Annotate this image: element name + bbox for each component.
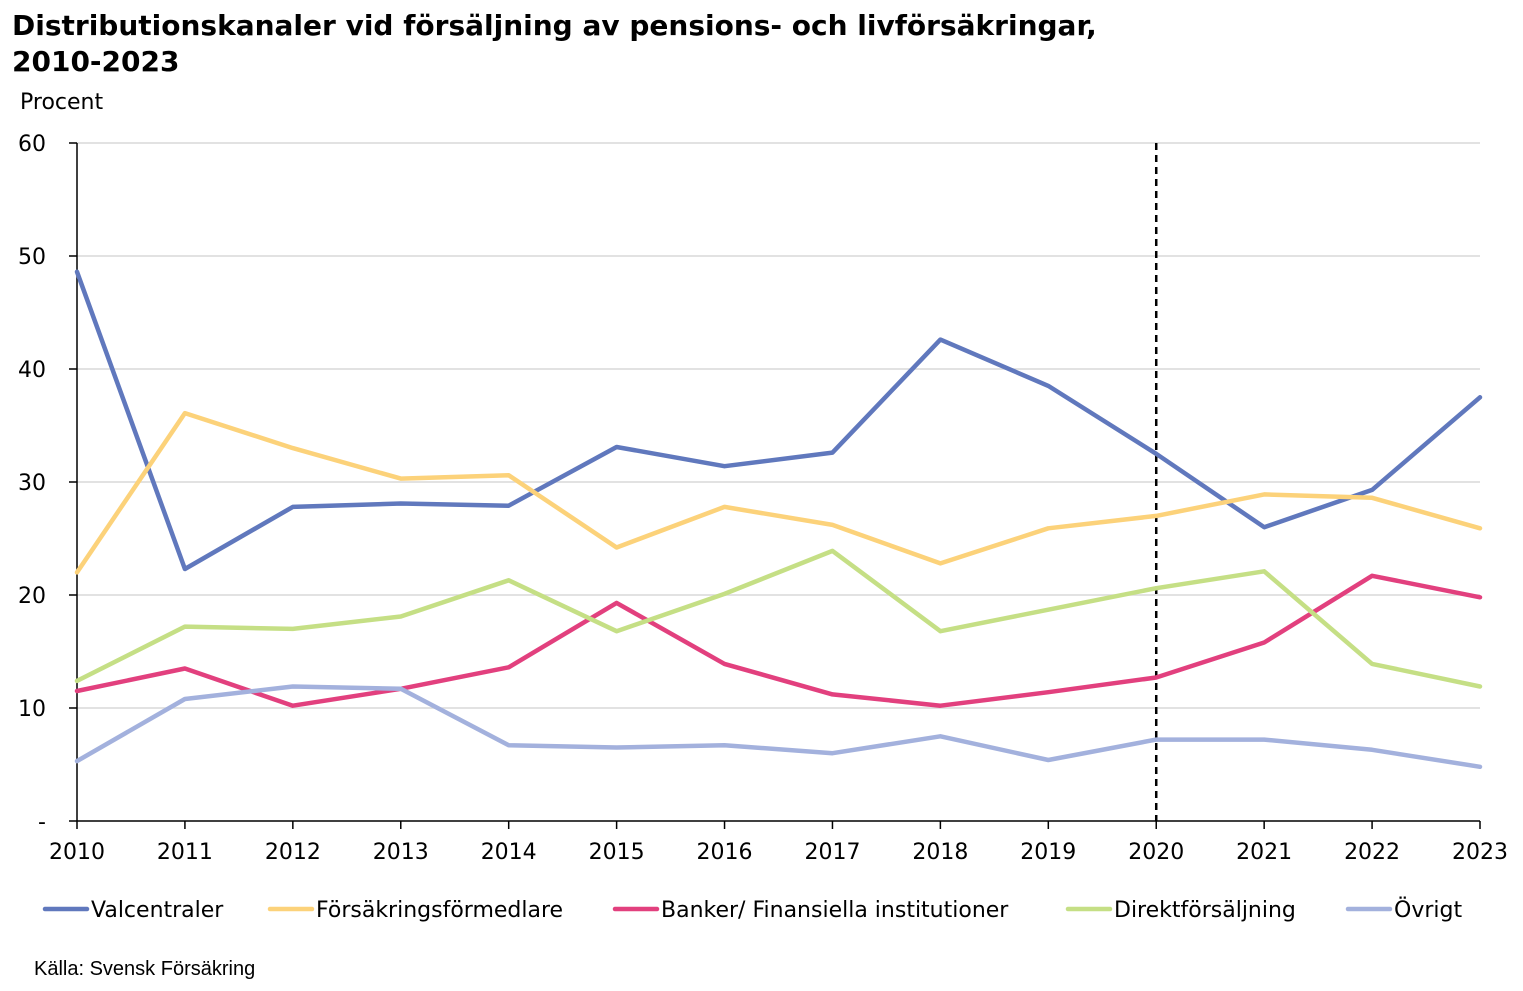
y-tick-label: 60 xyxy=(18,132,46,157)
y-tick-label: 10 xyxy=(18,697,46,722)
x-tick-label: 2022 xyxy=(1344,840,1400,865)
series-line-0 xyxy=(74,269,1483,572)
series-line-3 xyxy=(74,548,1483,689)
y-tick-label: - xyxy=(38,810,46,835)
x-tick-label: 2020 xyxy=(1128,840,1184,865)
y-tick-label: 30 xyxy=(18,471,46,496)
x-tick-label: 2023 xyxy=(1452,840,1508,865)
x-tick-label: 2017 xyxy=(804,840,860,865)
x-tick-label: 2018 xyxy=(912,840,968,865)
x-tick-label: 2014 xyxy=(481,840,537,865)
x-tick-label: 2021 xyxy=(1236,840,1292,865)
x-tick-label: 2012 xyxy=(265,840,321,865)
x-tick-label: 2011 xyxy=(157,840,213,865)
series-line-2 xyxy=(74,573,1483,708)
series-line-4 xyxy=(74,684,1483,770)
legend-label-1: Försäkringsförmedlare xyxy=(316,898,563,923)
chart-title: Distributionskanaler vid försäljning av … xyxy=(12,8,1412,80)
x-tick-label: 2016 xyxy=(697,840,753,865)
x-tick-label: 2019 xyxy=(1020,840,1076,865)
legend-label-0: Valcentraler xyxy=(91,898,224,923)
y-tick-label: 40 xyxy=(18,358,46,383)
legend-label-3: Direktförsäljning xyxy=(1114,898,1296,923)
series-line-1 xyxy=(74,410,1483,575)
legend-label-2: Banker/ Finansiella institutioner xyxy=(661,898,1009,923)
y-axis-label: Procent xyxy=(20,90,104,115)
source-note: Källa: Svensk Försäkring xyxy=(34,958,256,980)
x-tick-label: 2010 xyxy=(49,840,105,865)
x-tick-label: 2013 xyxy=(373,840,429,865)
y-tick-label: 50 xyxy=(18,245,46,270)
x-tick-label: 2015 xyxy=(589,840,645,865)
legend-label-4: Övrigt xyxy=(1394,897,1462,923)
y-tick-label: 20 xyxy=(18,584,46,609)
chart-title-line2: 2010-2023 xyxy=(12,45,180,78)
chart-title-line1: Distributionskanaler vid försäljning av … xyxy=(12,9,1097,42)
